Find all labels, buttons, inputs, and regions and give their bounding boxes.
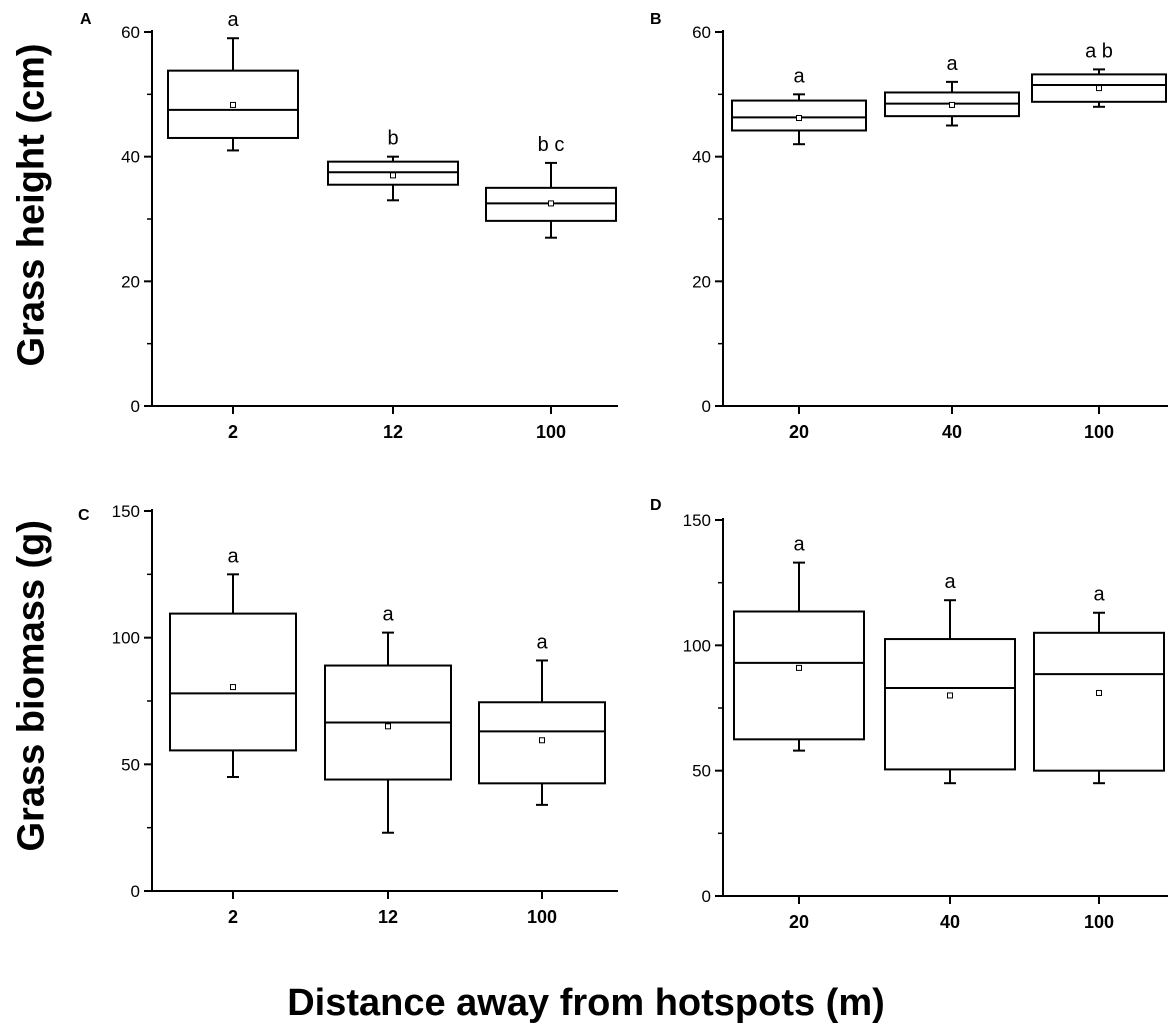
panel-a-y-tick-label: 0 (131, 397, 140, 416)
panel-c-x-tick-label: 100 (527, 907, 557, 927)
panel-a-box-2-letter: a (227, 9, 239, 31)
panel-a-box-2-mean (230, 101, 236, 108)
x-axis-label: Distance away from hotspots (m) (287, 982, 885, 1024)
panel-c-label: C (78, 507, 90, 524)
panel-b-x-tick-label: 100 (1084, 422, 1114, 442)
panel-b-box-20-mean (796, 115, 802, 122)
panel-a-box-12-letter: b (387, 128, 398, 150)
panel-d-box-100-iqr (1033, 631, 1165, 772)
panel-b-y-tick-label: 60 (692, 23, 711, 42)
panel-b-y-tick-label: 40 (692, 148, 711, 167)
panel-d-box-40-mean (947, 692, 953, 699)
panel-a-box-100-mean (548, 200, 554, 207)
panel-b-y-tick-label: 0 (702, 397, 711, 416)
panel-a-x-tick-label: 12 (383, 422, 403, 442)
panel-b-box-100-mean (1096, 85, 1102, 92)
panel-b-box-100-letter: a b (1085, 40, 1113, 62)
panel-a-x-tick-label: 2 (228, 422, 238, 442)
panel-c-box-2-iqr (169, 612, 297, 752)
panel-c-y-tick-label: 100 (112, 629, 140, 648)
panel-d-label: D (650, 497, 662, 514)
panel-d-y-tick-label: 100 (683, 636, 711, 655)
panel-d-box-20-letter: a (793, 534, 805, 556)
panel-a-x-tick-label: 100 (536, 422, 566, 442)
panel-b-y-tick-label: 20 (692, 272, 711, 291)
y-axis-label-bottom: Grass biomass (g) (10, 519, 53, 852)
panel-c-box-100-mean (539, 737, 545, 744)
panel-d-y-tick-label: 0 (702, 887, 711, 906)
panel-d-x-tick-label: 20 (789, 912, 809, 932)
panel-b-x-tick-label: 20 (789, 422, 809, 442)
panel-d-x-tick-label: 40 (940, 912, 960, 932)
panel-d-box-40-letter: a (944, 571, 956, 593)
y-axis-label-top: Grass height (cm) (10, 43, 53, 367)
panel-c-box-12-letter: a (382, 604, 394, 626)
panel-b-x-tick-label: 40 (942, 422, 962, 442)
panel-a-box-12-mean (390, 172, 396, 179)
panel-a-y-tick-label: 20 (121, 272, 140, 291)
panel-c-y-tick-label: 50 (121, 755, 140, 774)
panel-c-box-12-mean (385, 723, 391, 730)
panel-c-y-tick-label: 150 (112, 502, 140, 521)
panel-c-box-2-letter: a (227, 545, 239, 567)
panel-b-box-40-letter: a (946, 53, 958, 75)
panel-c-box-2-mean (230, 684, 236, 691)
panel-d-box-40-iqr (884, 638, 1016, 771)
panel-b-box-20-letter: a (793, 65, 805, 87)
panel-d-x-tick-label: 100 (1084, 912, 1114, 932)
panel-c-box-100-letter: a (536, 631, 548, 653)
panel-a-box-100-letter: b c (538, 134, 565, 156)
panel-a-y-tick-label: 40 (121, 148, 140, 167)
panel-d-box-100-letter: a (1093, 584, 1105, 606)
panel-d-box-20-iqr (733, 610, 865, 741)
panel-b-label: B (650, 11, 662, 28)
panel-b-box-40-mean (949, 101, 955, 108)
panel-d-box-20-mean (796, 664, 802, 671)
panel-a-label: A (80, 11, 92, 28)
panel-d-y-tick-label: 50 (692, 762, 711, 781)
panel-c-y-tick-label: 0 (131, 882, 140, 901)
panel-a-y-tick-label: 60 (121, 23, 140, 42)
panel-d-y-tick-label: 150 (683, 511, 711, 530)
panel-c-x-tick-label: 12 (378, 907, 398, 927)
panel-d-box-100-mean (1096, 689, 1102, 696)
panel-c-x-tick-label: 2 (228, 907, 238, 927)
